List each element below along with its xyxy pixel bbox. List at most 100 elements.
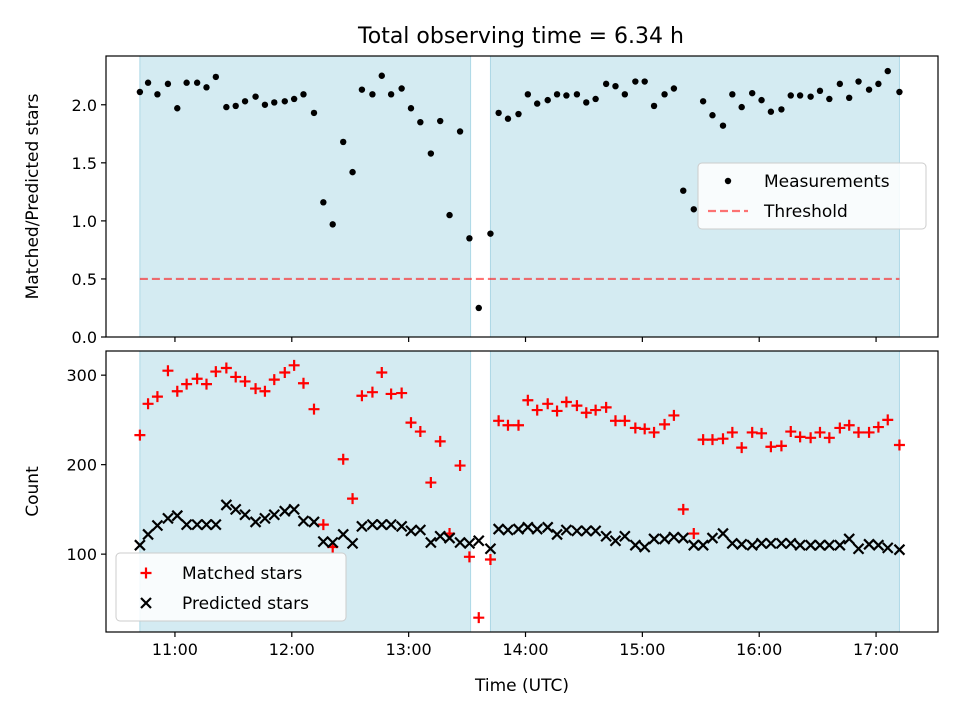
matched-point: [200, 378, 212, 390]
predicted-point: [512, 523, 525, 535]
measurement-point: [592, 95, 599, 103]
measurement-point: [261, 101, 269, 108]
matched-point: [434, 435, 446, 447]
matched-point: [512, 419, 524, 431]
legend-matched-label: Matched stars: [182, 564, 302, 584]
predicted-point: [259, 512, 271, 525]
measurement-point: [504, 115, 512, 122]
matched-point: [775, 440, 787, 452]
predicted-point: [414, 524, 427, 536]
predicted-point: [171, 509, 184, 522]
measurement-point: [709, 112, 716, 119]
predicted-point: [463, 537, 476, 550]
matched-point: [697, 434, 709, 446]
matched-point: [385, 388, 397, 400]
measurement-point: [329, 221, 336, 228]
measurement-point: [136, 88, 144, 96]
measurement-point: [358, 86, 366, 93]
predicted-point: [804, 539, 817, 551]
matched-point: [191, 373, 203, 385]
measurement-point: [340, 138, 347, 146]
predicted-point: [180, 518, 193, 531]
measurement-point: [632, 78, 639, 85]
matched-point: [347, 493, 359, 505]
predicted-point: [609, 534, 622, 547]
measurement-point: [533, 100, 541, 107]
matched-point: [414, 426, 426, 438]
matched-point: [463, 551, 475, 563]
measurement-point: [349, 168, 356, 176]
y-tick-label: 1.5: [72, 154, 97, 173]
shaded-span: [489, 350, 900, 633]
matched-point: [259, 385, 271, 397]
measurement-point: [487, 230, 494, 237]
measurement-point: [212, 73, 220, 81]
matched-point: [688, 528, 700, 540]
predicted-point: [162, 512, 174, 525]
legend-box: [115, 552, 347, 622]
matched-point: [785, 426, 797, 438]
measurement-point: [398, 85, 405, 92]
measurement-point: [612, 82, 619, 90]
predicted-point: [589, 525, 602, 537]
measurement-point: [573, 91, 581, 98]
predicted-point: [288, 503, 300, 516]
axes-frame: [105, 55, 939, 338]
matched-point: [337, 453, 349, 465]
matched-point: [356, 390, 368, 402]
predicted-point: [746, 539, 758, 551]
legend-measurements-label: Measurements: [764, 172, 890, 192]
matched-point: [600, 401, 612, 413]
predicted-point: [863, 538, 875, 551]
matched-point: [250, 383, 262, 395]
measurement-point: [641, 78, 648, 85]
predicted-point: [326, 536, 339, 549]
measurement-point: [661, 91, 668, 98]
predicted-point: [531, 523, 543, 535]
matched-point: [706, 434, 718, 446]
predicted-point: [541, 521, 554, 534]
predicted-point: [893, 543, 906, 556]
predicted-point: [580, 525, 593, 537]
predicted-point: [239, 508, 251, 521]
shaded-span: [139, 55, 472, 338]
measurement-point: [193, 79, 201, 86]
measurement-point: [154, 91, 161, 98]
measurement-point: [290, 95, 298, 103]
matched-point: [493, 415, 505, 427]
measurement-point: [524, 91, 532, 98]
predicted-point: [502, 524, 514, 536]
measurement-point: [310, 109, 318, 117]
matched-point: [590, 404, 602, 416]
predicted-point: [268, 508, 281, 521]
predicted-point: [648, 533, 660, 545]
measurement-point: [446, 211, 453, 219]
measurement-point: [456, 128, 464, 135]
measurement-point: [387, 91, 395, 98]
matched-point: [279, 366, 291, 378]
matched-point: [220, 362, 232, 374]
matched-point: [853, 426, 865, 438]
predicted-point: [658, 533, 671, 545]
predicted-point: [706, 532, 719, 544]
predicted-point: [375, 518, 388, 531]
predicted-point: [687, 539, 700, 551]
predicted-point: [717, 527, 729, 540]
predicted-point: [834, 539, 846, 551]
legend-measurement-marker: [724, 177, 732, 185]
predicted-point: [765, 537, 777, 550]
measurement-point: [807, 93, 814, 100]
matched-point: [484, 554, 496, 566]
predicted-point: [823, 539, 836, 551]
matched-point: [756, 427, 768, 439]
predicted-point: [297, 515, 310, 527]
predicted-point: [356, 520, 368, 533]
measurement-point: [778, 106, 785, 113]
matched-point: [677, 503, 689, 515]
measurement-point: [826, 95, 833, 103]
legend-box: [697, 162, 927, 230]
measurement-point: [563, 92, 570, 99]
legend-threshold-label: Threshold: [763, 202, 848, 222]
predicted-point: [638, 541, 651, 553]
